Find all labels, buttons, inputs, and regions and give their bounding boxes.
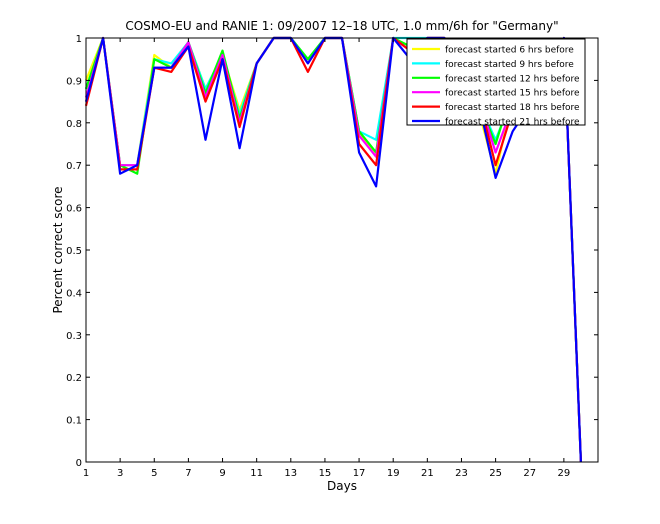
x-tick-label: 25: [489, 468, 502, 479]
chart-title: COSMO-EU and RANIE 1: 09/2007 12–18 UTC,…: [125, 19, 558, 33]
x-tick-label: 3: [117, 468, 123, 479]
legend: forecast started 6 hrs before forecast st…: [406, 38, 586, 128]
x-tick-label: 7: [185, 468, 191, 479]
y-axis-label: Percent correct score: [51, 186, 65, 313]
legend-label-2: forecast started 9 hrs before: [445, 60, 574, 70]
x-tick-label: 15: [319, 468, 332, 479]
y-tick-label: 0.3: [66, 331, 82, 342]
x-tick-label: 17: [353, 468, 366, 479]
y-axis: 0 0.1 0.2 0.3 0.4 0.5 0.6 0.7 0.8 0.9 1: [66, 34, 598, 469]
legend-label-3: forecast started 12 hrs before: [445, 74, 580, 84]
x-tick-label: 29: [557, 468, 570, 479]
legend-label-6: forecast started 21 hrs before: [445, 118, 580, 128]
y-tick-label: 0.1: [66, 416, 82, 427]
y-tick-label: 0.7: [66, 161, 82, 172]
x-axis-label: Days: [327, 479, 357, 493]
legend-label-4: forecast started 15 hrs before: [445, 89, 580, 99]
y-tick-label: 0.9: [66, 76, 82, 87]
y-tick-label: 0.2: [66, 373, 82, 384]
y-tick-label: 0.5: [66, 246, 82, 257]
x-tick-label: 5: [151, 468, 157, 479]
legend-box: [406, 38, 586, 126]
x-tick-label: 11: [250, 468, 263, 479]
y-tick-label: 0.8: [66, 119, 82, 130]
y-tick-label: 0: [76, 458, 82, 469]
y-tick-label: 0.4: [66, 288, 82, 299]
x-tick-label: 9: [219, 468, 225, 479]
x-tick-label: 19: [387, 468, 400, 479]
x-tick-label: 23: [455, 468, 468, 479]
y-tick-label: 0.6: [66, 204, 82, 215]
x-tick-label: 27: [523, 468, 536, 479]
x-tick-label: 21: [421, 468, 434, 479]
x-tick-label: 1: [83, 468, 89, 479]
y-tick-label: 1: [76, 34, 82, 45]
x-tick-label: 13: [284, 468, 297, 479]
x-axis: 1 3 5 7 9 11 13 15 17 19 21 23 25 27 29: [83, 38, 570, 479]
legend-label-5: forecast started 18 hrs before: [445, 103, 580, 113]
legend-label-1: forecast started 6 hrs before: [445, 46, 574, 56]
